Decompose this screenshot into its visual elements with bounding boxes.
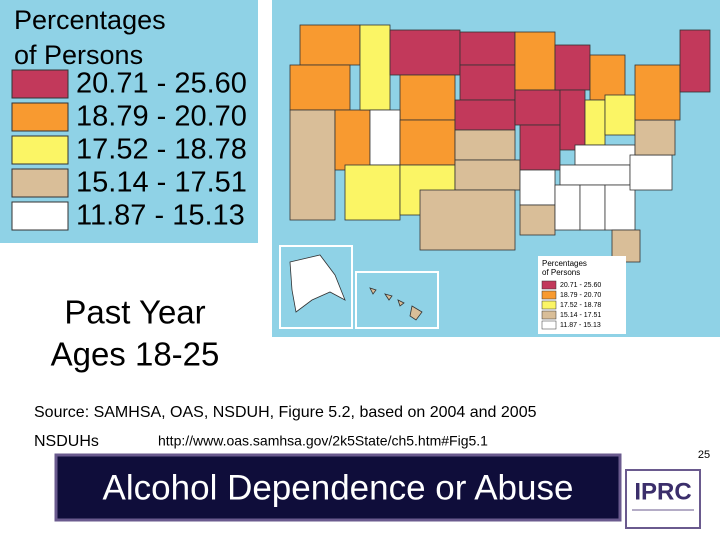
state-region	[559, 164, 631, 186]
state-region	[514, 31, 556, 91]
state-region	[454, 99, 516, 131]
state-region	[519, 124, 561, 171]
caption: Past Year	[64, 294, 205, 331]
state-region	[454, 129, 516, 161]
state-region	[559, 89, 586, 151]
state-region	[574, 144, 636, 166]
state-region	[584, 99, 606, 146]
inset-swatch	[541, 320, 557, 330]
logo-box	[625, 469, 701, 529]
logo: IPRC	[634, 478, 691, 505]
state-region	[334, 109, 371, 171]
legend-swatch	[11, 69, 69, 99]
state-region	[369, 109, 401, 166]
state-region	[389, 29, 461, 76]
inset-label: 11.87 - 15.13	[560, 322, 601, 329]
state-region	[554, 44, 591, 91]
inset-swatch	[541, 310, 557, 320]
state-region	[579, 184, 606, 231]
inset-swatch	[541, 290, 557, 300]
state-region	[604, 184, 636, 231]
source: NSDUHs	[34, 433, 99, 450]
state-region	[679, 29, 711, 93]
us-map	[289, 24, 711, 263]
hawaii	[369, 287, 423, 321]
state-region	[459, 31, 516, 66]
state-region	[454, 159, 521, 191]
legend-label: 15.14 - 17.51	[76, 167, 247, 199]
state-region	[289, 64, 351, 111]
legend-swatch	[11, 201, 69, 231]
inset-label: 20.71 - 25.60	[560, 282, 601, 289]
legend-swatch	[11, 168, 69, 198]
state-region	[629, 154, 673, 191]
state-region	[419, 189, 516, 251]
inset-label: 18.79 - 20.70	[560, 292, 601, 299]
inset-label: 15.14 - 17.51	[560, 312, 601, 319]
inset-legend-title: Percentages	[542, 259, 587, 268]
state-region	[604, 94, 636, 136]
legend-swatch	[11, 102, 69, 132]
legend-swatch	[11, 135, 69, 165]
alaska	[289, 254, 346, 313]
legend-label: 11.87 - 15.13	[76, 200, 245, 232]
inset-label: 17.52 - 18.78	[560, 302, 601, 309]
state-region	[399, 74, 456, 121]
legend-title: Percentages	[14, 5, 166, 35]
source: Source: SAMHSA, OAS, NSDUH, Figure 5.2, …	[34, 404, 537, 421]
state-region	[519, 169, 556, 206]
inset-legend-title: of Persons	[542, 268, 580, 277]
hawaii-inset	[355, 271, 439, 329]
state-region	[459, 64, 516, 101]
caption: Ages 18-25	[51, 336, 220, 373]
legend-label: 18.79 - 20.70	[76, 101, 247, 133]
inset-legend-rows: 20.71 - 25.60 18.79 - 20.70 17.52 - 18.78 1…	[541, 280, 601, 330]
state-region	[634, 119, 676, 156]
state-region	[359, 24, 391, 111]
inset-swatch	[541, 300, 557, 310]
state-region	[514, 89, 561, 126]
state-region	[519, 204, 556, 236]
slide-number: 25	[698, 449, 710, 461]
state-region	[589, 54, 626, 101]
legend-label: 17.52 - 18.78	[76, 134, 247, 166]
state-region	[344, 164, 401, 221]
state-region	[554, 184, 581, 231]
state-region	[299, 24, 361, 66]
inset-swatch	[541, 280, 557, 290]
footer-bar	[54, 453, 622, 522]
footer-title: Alcohol Dependence or Abuse	[103, 468, 574, 507]
state-region	[289, 109, 336, 221]
state-region	[399, 119, 456, 166]
state-region	[634, 64, 681, 121]
legend-title: of Persons	[14, 40, 143, 70]
source-url: http://www.oas.samhsa.gov/2k5State/ch5.h…	[158, 433, 488, 449]
legend-label: 20.71 - 25.60	[76, 68, 247, 100]
